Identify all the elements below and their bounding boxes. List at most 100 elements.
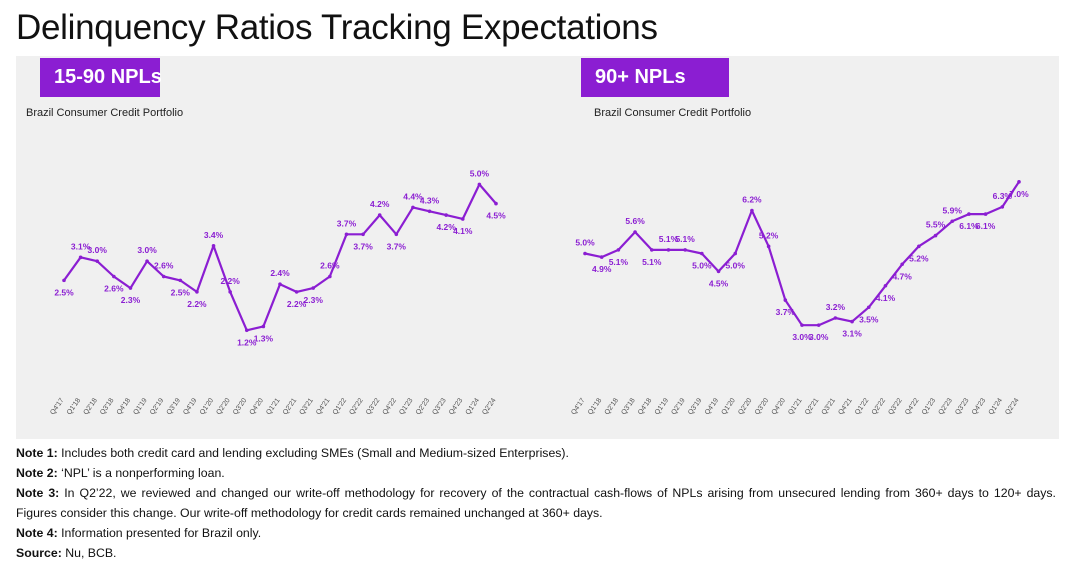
x-tick-label: Q4'22 <box>904 397 920 416</box>
note-3: Note 3: In Q2’22, we reviewed and change… <box>16 483 1056 523</box>
data-point <box>95 259 100 263</box>
data-label: 2.6% <box>104 284 124 294</box>
note-text: ‘NPL’ is a nonperforming loan. <box>61 466 225 480</box>
x-tick-label: Q4'23 <box>448 397 464 416</box>
x-tick-label: Q2'21 <box>804 397 820 416</box>
x-tick-label: Q3'22 <box>887 397 903 416</box>
x-tick-label: Q1'18 <box>587 397 603 416</box>
data-label: 4.2% <box>370 199 390 209</box>
x-tick-label: Q3'19 <box>166 397 182 416</box>
data-point <box>178 278 183 283</box>
data-label: 7.0% <box>1009 189 1029 199</box>
data-point <box>278 282 282 287</box>
x-tick-label: Q2'18 <box>604 397 620 416</box>
data-label: 5.9% <box>943 205 963 215</box>
x-tick-label: Q4'23 <box>971 397 987 416</box>
data-label: 2.3% <box>121 295 141 305</box>
data-point <box>883 283 888 288</box>
x-tick-label: Q1'20 <box>199 397 215 416</box>
data-point <box>145 259 149 263</box>
data-label: 3.0% <box>809 332 829 342</box>
x-tick-label: Q1'22 <box>332 397 348 416</box>
x-tick-label: Q2'21 <box>282 397 298 416</box>
x-tick-label: Q1'18 <box>66 397 82 416</box>
chart-subtitle-90-npls: Brazil Consumer Credit Portfolio <box>594 107 752 119</box>
data-point <box>850 319 854 324</box>
data-label: 3.1% <box>71 241 91 251</box>
data-point <box>228 290 232 294</box>
data-label: 3.0% <box>792 332 812 342</box>
note-label: Note 4: <box>16 526 58 540</box>
data-label: 1.3% <box>254 333 274 343</box>
x-tick-label: Q4'17 <box>570 397 586 416</box>
data-label: 3.0% <box>88 245 108 255</box>
chart-tag-90-npls: 90+ NPLs <box>581 58 729 97</box>
note-1: Note 1: Includes both credit card and le… <box>16 443 1056 463</box>
data-label: 3.1% <box>842 329 862 339</box>
data-label: 4.9% <box>592 264 612 274</box>
x-tick-label: Q1'24 <box>465 397 481 416</box>
x-tick-label: Q2'23 <box>938 397 954 416</box>
x-tick-label: Q3'21 <box>299 397 315 416</box>
data-point <box>1017 180 1021 184</box>
data-label: 2.5% <box>171 287 191 297</box>
x-tick-label: Q4'20 <box>249 397 265 416</box>
chart-panel-background <box>16 56 1059 439</box>
data-label: 3.7% <box>387 241 407 251</box>
x-tick-label: Q4'18 <box>116 397 132 416</box>
note-4: Note 4: Information presented for Brazil… <box>16 523 1056 543</box>
line-chart-15-90-npls: 2.5%3.1%3.0%2.6%2.3%3.0%2.6%2.5%2.2%3.4%… <box>49 168 506 416</box>
data-point <box>683 248 687 252</box>
data-point <box>377 213 382 217</box>
x-tick-label: Q3'19 <box>687 397 703 416</box>
data-point <box>477 182 482 187</box>
data-label: 2.6% <box>320 261 340 271</box>
data-label: 4.2% <box>436 222 456 232</box>
data-point <box>633 230 637 234</box>
series-line <box>584 181 1020 327</box>
data-label: 4.5% <box>486 211 506 221</box>
data-label: 2.3% <box>304 295 324 305</box>
x-tick-label: Q3'21 <box>821 397 837 416</box>
note-label: Note 1: <box>16 446 58 460</box>
x-tick-label: Q2'19 <box>670 397 686 416</box>
data-point <box>700 251 704 256</box>
data-point <box>444 213 448 217</box>
x-tick-label: Q2'22 <box>348 397 364 416</box>
data-label: 5.2% <box>909 253 929 263</box>
data-label: 4.1% <box>876 293 896 303</box>
data-label: 5.2% <box>759 230 779 240</box>
x-tick-label: Q2'18 <box>83 397 99 416</box>
chart-panel-15-90-npls: 15-90 NPLs Brazil Consumer Credit Portfo… <box>16 56 537 439</box>
data-point <box>766 244 771 249</box>
x-tick-label: Q4'21 <box>315 397 331 416</box>
data-label: 5.0% <box>575 238 595 248</box>
data-label: 3.2% <box>826 302 846 312</box>
data-point <box>112 274 116 279</box>
data-point <box>866 305 871 310</box>
data-point <box>833 316 838 320</box>
data-label: 5.1% <box>609 257 629 267</box>
data-label: 6.1% <box>976 221 996 231</box>
x-tick-label: Q1'23 <box>921 397 937 416</box>
data-point <box>583 251 587 256</box>
x-tick-label: Q2'20 <box>737 397 753 416</box>
x-tick-label: Q4'19 <box>182 397 198 416</box>
x-tick-label: Q2'24 <box>481 397 497 416</box>
note-text: Information presented for Brazil only. <box>61 526 262 540</box>
x-tick-label: Q4'22 <box>382 397 398 416</box>
x-tick-label: Q1'19 <box>132 397 148 416</box>
x-tick-label: Q2'22 <box>871 397 887 416</box>
x-tick-label: Q3'23 <box>431 397 447 416</box>
data-point <box>328 274 332 279</box>
data-point <box>261 324 266 329</box>
data-point <box>666 248 671 252</box>
x-tick-label: Q3'20 <box>232 397 248 416</box>
data-point <box>494 201 498 206</box>
chart-panel-90-npls: 90+ NPLs Brazil Consumer Credit Portfoli… <box>537 56 1059 439</box>
data-point <box>361 232 365 237</box>
note-2: Note 2: ‘NPL’ is a nonperforming loan. <box>16 463 1056 483</box>
data-label: 5.1% <box>642 257 662 267</box>
data-point <box>983 212 988 216</box>
x-tick-label: Q2'20 <box>215 397 231 416</box>
